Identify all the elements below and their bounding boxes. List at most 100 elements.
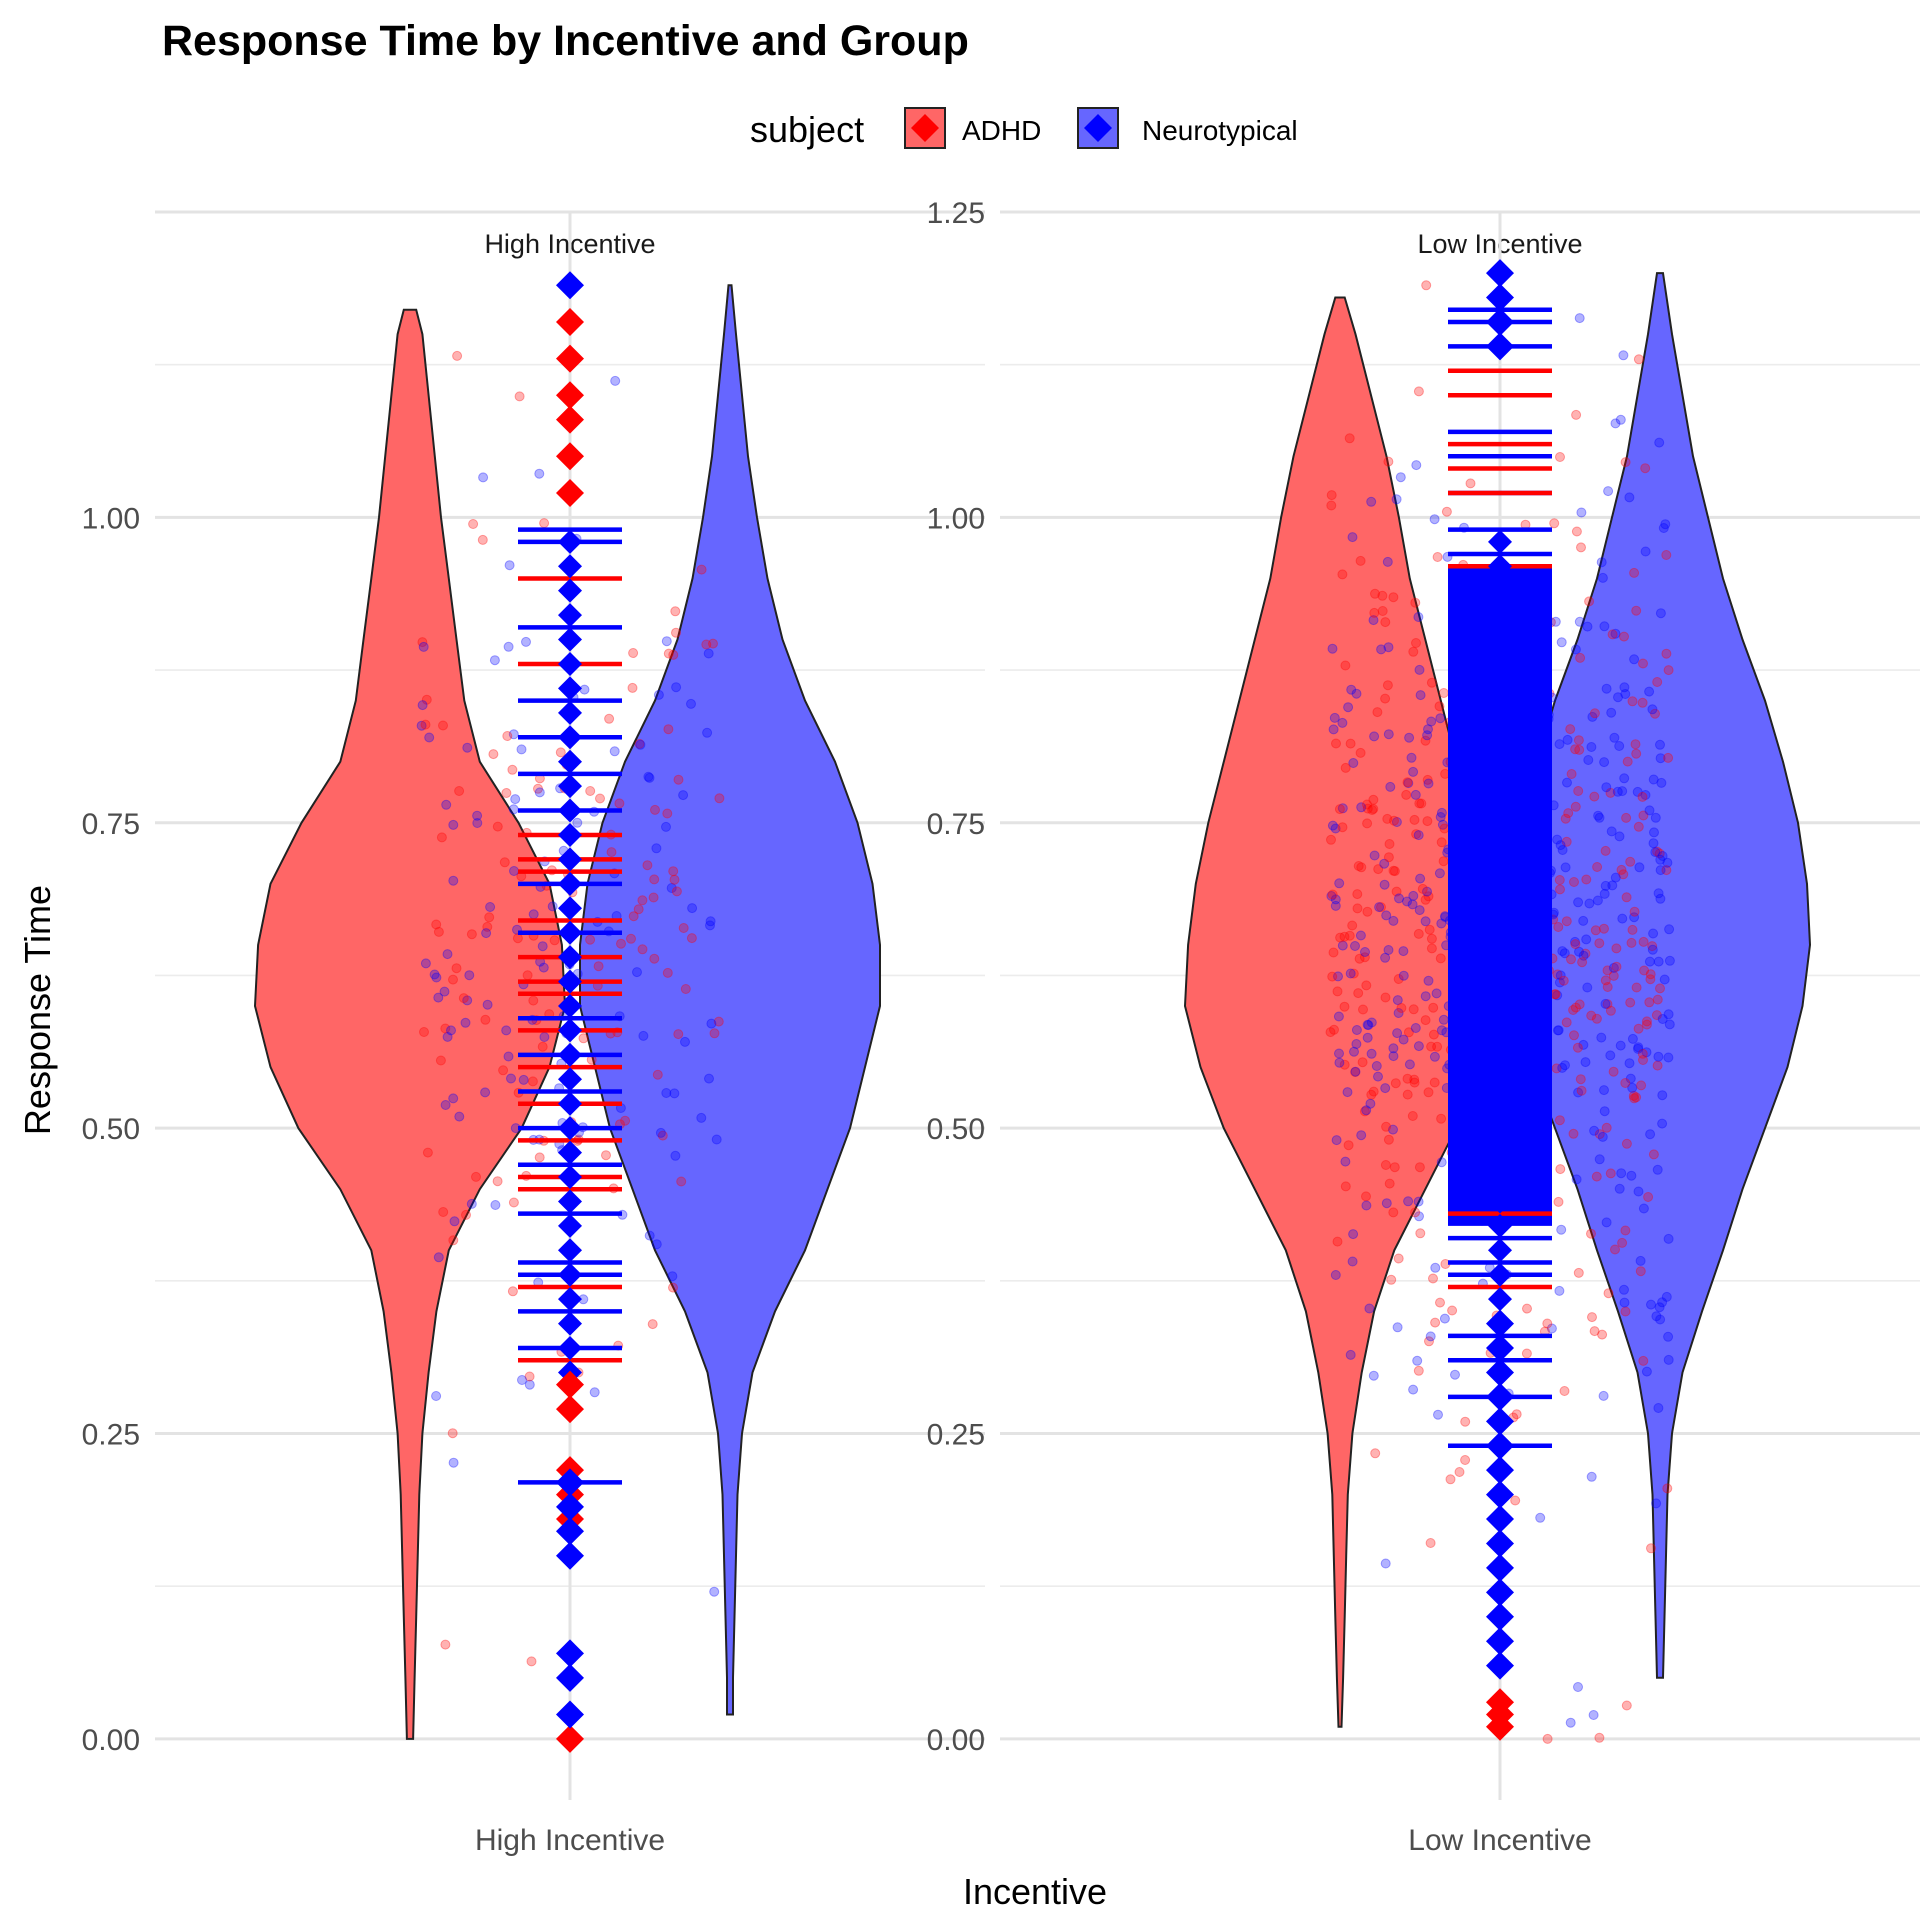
jitter-point-neurotypical [1395,472,1406,483]
jitter-point-adhd [1389,1162,1400,1173]
jitter-point-neurotypical [416,720,427,731]
jitter-point-neurotypical [462,995,473,1006]
jitter-point-adhd [1552,969,1563,980]
jitter-point-neurotypical [1334,1048,1344,1059]
jitter-point-adhd [507,1286,518,1297]
jitter-point-adhd [1640,463,1651,474]
jitter-point-adhd [1372,707,1383,718]
jitter-point-neurotypical [442,949,453,960]
jitter-point-adhd [1511,1409,1522,1420]
jitter-point-adhd [1576,542,1586,553]
jitter-point-neurotypical [1578,1039,1589,1050]
diamond-neurotypical [556,1663,584,1692]
jitter-point-neurotypical [1661,1291,1672,1302]
jitter-point-adhd [1629,1093,1640,1104]
jitter-point-neurotypical [1436,807,1447,818]
jitter-point-adhd [1573,786,1584,796]
jitter-point-adhd [1422,816,1433,827]
jitter-point-adhd [634,738,645,749]
jitter-point-adhd [447,1428,458,1439]
jitter-point-adhd [1631,1092,1642,1103]
diamond-neurotypical [1488,676,1512,701]
jitter-point-neurotypical [1404,1059,1415,1070]
jitter-point-neurotypical [1598,1390,1609,1401]
dense-mean-band [1448,566,1552,1226]
jitter-point-adhd [1602,965,1613,976]
diamond-adhd [556,1370,584,1399]
jitter-point-neurotypical [1555,970,1566,981]
panel-high-incentive-plot: 0.00 0.25 0.50 0.75 1.00 [82,210,985,1800]
jitter-point-neurotypical [1582,621,1593,632]
jitter-point-neurotypical [1556,1224,1567,1235]
jitter-point-neurotypical [1586,1471,1597,1482]
y-tick-label: 0.00 [82,1724,140,1757]
jitter-point-neurotypical [1420,916,1431,927]
jitter-point-neurotypical [1654,437,1665,448]
jitter-point-adhd [1383,852,1394,863]
jitter-point-neurotypical [1609,732,1620,743]
jitter-point-neurotypical [1627,1082,1638,1093]
jitter-point-adhd [1413,386,1424,397]
diamond-neurotypical [1488,749,1512,774]
jitter-point-neurotypical [1361,1200,1372,1211]
diamond-neurotypical [1488,554,1512,579]
jitter-point-neurotypical [539,1032,550,1042]
jitter-point-adhd [585,934,596,945]
jitter-point-adhd [1352,903,1363,914]
jitter-point-neurotypical [1436,1025,1447,1036]
jitter-point-neurotypical [1599,1106,1610,1117]
jitter-point-adhd [435,1055,446,1066]
jitter-point-adhd [1600,975,1611,986]
jitter-point-neurotypical [1599,888,1610,899]
jitter-point-neurotypical [1646,1299,1656,1310]
jitter-point-neurotypical [1436,918,1447,929]
jitter-point-adhd [1568,1005,1579,1015]
diamond-neurotypical [1488,529,1512,554]
jitter-point-neurotypical [537,941,548,952]
jitter-point-neurotypical [1371,1061,1382,1071]
jitter-point-neurotypical [1570,644,1581,655]
jitter-point-neurotypical [1658,523,1669,533]
jitter-point-neurotypical [449,1216,460,1227]
jitter-point-neurotypical [635,739,646,750]
jitter-point-neurotypical [1573,1682,1583,1692]
jitter-point-neurotypical [1650,812,1661,823]
jitter-point-neurotypical [1554,739,1565,750]
jitter-point-neurotypical [481,928,492,939]
jitter-point-adhd [1327,889,1338,900]
jitter-point-adhd [1383,456,1394,467]
jitter-point-adhd [1416,798,1427,809]
jitter-point-neurotypical [1654,1302,1665,1313]
jitter-point-adhd [1326,834,1336,845]
diamond-neurotypical [1488,1165,1512,1190]
jitter-point-neurotypical [1574,946,1584,957]
jitter-point-neurotypical [671,682,682,693]
jitter-point-adhd [1370,588,1380,599]
jitter-point-adhd [1554,1115,1565,1126]
jitter-point-neurotypical [1381,910,1392,921]
jitter-point-neurotypical [1633,1042,1644,1053]
jitter-point-adhd [649,953,660,964]
jitter-point-adhd [1362,799,1372,810]
jitter-point-adhd [488,749,499,760]
jitter-point-neurotypical [1663,1009,1674,1020]
jitter-point-adhd [1340,762,1351,773]
jitter-point-neurotypical [1435,812,1446,822]
jitter-point-adhd [657,1130,668,1141]
jitter-point-neurotypical [528,909,539,920]
jitter-point-adhd [1352,889,1363,900]
jitter-point-adhd [1638,658,1648,669]
jitter-point-adhd [501,788,512,798]
jitter-point-adhd [1631,748,1642,759]
jitter-point-neurotypical [706,1018,717,1029]
diamond-neurotypical [1486,1431,1514,1460]
jitter-point-adhd [637,944,648,955]
jitter-point-adhd [1434,701,1445,712]
jitter-point-neurotypical [1402,896,1412,907]
jitter-point-neurotypical [680,1036,690,1047]
diamond-neurotypical [1488,822,1512,847]
jitter-point-neurotypical [1655,739,1665,750]
jitter-point-neurotypical [1410,789,1421,800]
diamond-adhd [556,307,584,336]
